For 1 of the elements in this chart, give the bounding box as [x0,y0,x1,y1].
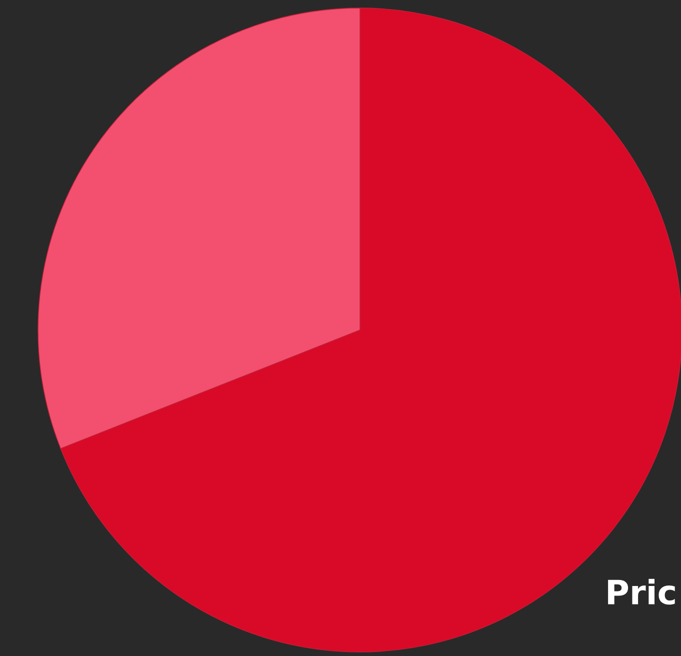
text: Pric [608,578,675,605]
